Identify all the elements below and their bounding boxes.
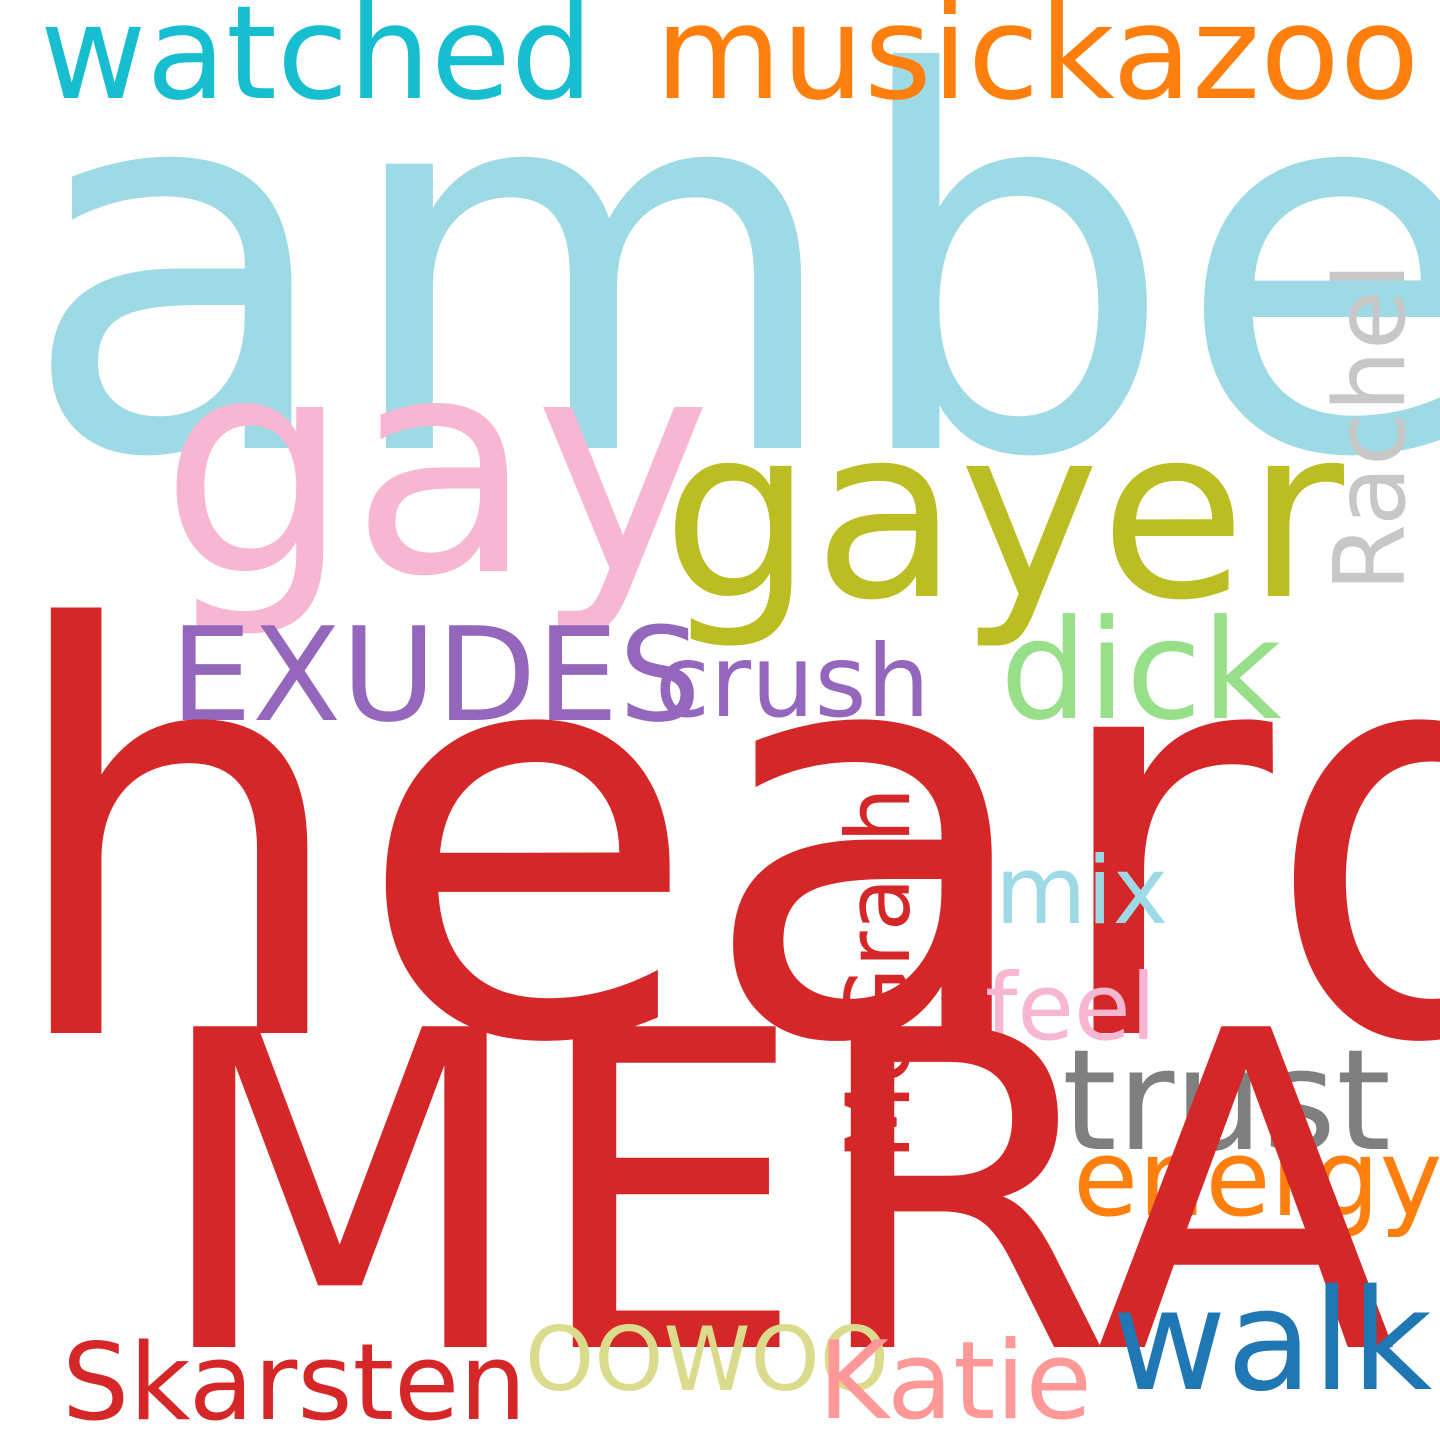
- word-mix: mix: [995, 837, 1169, 946]
- word-feel: feel: [985, 954, 1157, 1061]
- word-energy: energy: [1073, 1117, 1440, 1240]
- word-skarsten: Skarsten: [62, 1321, 527, 1440]
- word-gayer: gayer: [662, 376, 1345, 653]
- word-watched: watched: [40, 0, 594, 129]
- word-gay: gay: [160, 293, 712, 642]
- word-crush: crush: [655, 623, 930, 740]
- word-dick: dick: [1000, 590, 1282, 751]
- word-trust: trust: [1062, 1020, 1392, 1183]
- word-musickazoo: musickazoo: [655, 0, 1420, 129]
- word-mera: MERA: [150, 939, 1397, 1440]
- word-katie: Katie: [818, 1319, 1092, 1440]
- word-walk: walk: [1112, 1260, 1433, 1423]
- word-heard: heard: [0, 514, 1440, 1166]
- word-amber: amber: [20, 0, 1440, 571]
- word-oowoo: OOWOO: [525, 1308, 890, 1411]
- word-exudes: EXUDES: [170, 599, 702, 751]
